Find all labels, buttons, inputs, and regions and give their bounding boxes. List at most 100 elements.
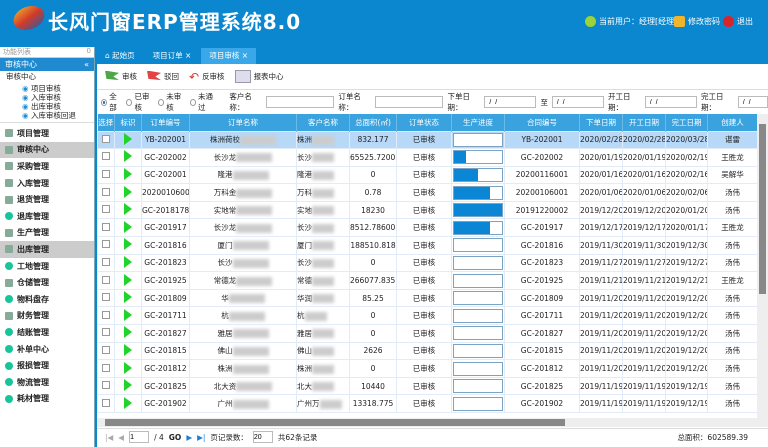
sidebar-item[interactable]: 退库管理 xyxy=(0,208,94,225)
sidebar-item[interactable]: 采购管理 xyxy=(0,158,94,175)
row-select[interactable] xyxy=(97,288,115,308)
sidebar-item[interactable]: 入库管理 xyxy=(0,175,94,192)
table-row[interactable]: GC-2018178 实地常 实地 18230 已审核 20191220002 20… xyxy=(97,200,757,220)
checkbox[interactable] xyxy=(102,257,110,266)
sidebar-item[interactable]: 耗材管理 xyxy=(0,391,94,408)
sidebar-item[interactable]: 生产管理 xyxy=(0,225,94,242)
sidebar-item[interactable]: 出库管理 xyxy=(0,241,94,258)
table-row[interactable]: 20200106001 万科金 万科 0.78 已审核 20200106001 20… xyxy=(97,183,757,202)
customer-name-input[interactable] xyxy=(266,96,335,108)
checkbox[interactable] xyxy=(102,363,110,372)
go-button[interactable]: GO xyxy=(168,432,182,442)
checkbox[interactable] xyxy=(102,134,110,143)
checkbox[interactable] xyxy=(102,205,110,214)
checkbox[interactable] xyxy=(102,152,110,161)
sidebar-section-title[interactable]: 审核中心 « xyxy=(0,58,94,71)
sidebar-item[interactable]: 工地管理 xyxy=(0,258,94,275)
tab-project-orders[interactable]: 项目订单 × xyxy=(152,51,192,60)
table-row[interactable]: GC-201812 株洲 株洲 0 已审核 GC-201812 2019/11/20… xyxy=(97,359,757,378)
sidebar-item[interactable]: 仓储管理 xyxy=(0,274,94,291)
vertical-scrollbar[interactable] xyxy=(757,114,768,418)
reject-button[interactable]: 驳回 xyxy=(147,70,179,83)
checkbox[interactable] xyxy=(102,240,110,249)
tab-project-audit[interactable]: 项目审核 × xyxy=(201,48,256,64)
checkbox[interactable] xyxy=(102,222,110,231)
checkbox[interactable] xyxy=(102,398,110,407)
prev-page-icon[interactable]: ◀ xyxy=(118,432,125,442)
checkbox[interactable] xyxy=(102,169,110,178)
tree-item-inbound-rollback[interactable]: 入库审核回退 xyxy=(6,110,94,122)
row-select[interactable] xyxy=(97,324,115,343)
checkbox[interactable] xyxy=(102,345,110,354)
unapprove-button[interactable]: ↶ 反审核 xyxy=(189,70,225,84)
tree-item-inbound-audit[interactable]: 入库审核 xyxy=(6,92,94,104)
table-row[interactable]: GC-201917 长沙龙 长沙 8512.78600...已审核 GC-201… xyxy=(97,218,757,238)
sidebar-item[interactable]: 退货管理 xyxy=(0,191,94,208)
column-header[interactable]: 合同编号 xyxy=(504,114,580,131)
table-row[interactable]: GC-201925 常德龙 常德 266077.835...已审核 GC-201… xyxy=(97,271,757,290)
end-date-input[interactable] xyxy=(738,96,768,108)
tree-root[interactable]: 审核中心 xyxy=(6,72,36,81)
row-select[interactable] xyxy=(97,306,115,326)
row-select[interactable] xyxy=(97,200,115,220)
change-password-button[interactable]: 修改密码 xyxy=(674,16,720,27)
row-select[interactable] xyxy=(97,253,115,273)
approve-button[interactable]: 审核 xyxy=(105,70,137,83)
column-header[interactable]: 生产进度 xyxy=(451,114,505,131)
sidebar-item[interactable]: 补单中心 xyxy=(0,341,94,358)
column-header[interactable]: 订单状态 xyxy=(396,114,452,131)
horizontal-scrollbar[interactable] xyxy=(97,418,768,427)
table-row[interactable]: GC-201816 厦门 厦门 188510.818 已审核 GC-201816 2… xyxy=(97,236,757,255)
order-date-from[interactable] xyxy=(484,96,537,108)
sidebar-item[interactable]: 财务管理 xyxy=(0,308,94,325)
sidebar-item[interactable]: 报损管理 xyxy=(0,357,94,374)
row-select[interactable] xyxy=(97,130,115,150)
sidebar-item[interactable]: 审核中心 xyxy=(0,141,94,159)
table-row[interactable]: GC-201711 杭 杭 0 已审核 GC-201711 2019/11/20 20… xyxy=(97,306,757,326)
last-page-icon[interactable]: ▶| xyxy=(197,432,206,442)
order-date-to[interactable] xyxy=(551,96,604,108)
sidebar-item[interactable]: 物流管理 xyxy=(0,374,94,391)
column-header[interactable]: 订单编号 xyxy=(141,114,190,131)
column-header[interactable]: 创建人 xyxy=(707,114,757,131)
checkbox[interactable] xyxy=(102,293,110,302)
scroll-thumb[interactable] xyxy=(105,419,565,426)
row-select[interactable] xyxy=(97,165,115,185)
sidebar-item[interactable]: 项目管理 xyxy=(0,125,94,142)
sidebar-item[interactable]: 结账管理 xyxy=(0,324,94,341)
report-center-button[interactable]: 报表中心 xyxy=(234,70,284,83)
row-select[interactable] xyxy=(97,394,115,413)
checkbox[interactable] xyxy=(102,381,110,390)
row-select[interactable] xyxy=(97,376,115,396)
checkbox[interactable] xyxy=(102,187,110,196)
table-row[interactable]: GC-201827 雅居 雅居 0 已审核 GC-201827 2019/11/20… xyxy=(97,324,757,343)
row-select[interactable] xyxy=(97,341,115,361)
radio-all[interactable]: 全部 xyxy=(101,91,122,113)
checkbox[interactable] xyxy=(102,328,110,337)
checkbox[interactable] xyxy=(102,275,110,284)
row-select[interactable] xyxy=(97,359,115,378)
sidebar-item[interactable]: 物料盘存 xyxy=(0,291,94,308)
column-header[interactable]: 开工日期 xyxy=(622,114,666,131)
start-date-input[interactable] xyxy=(645,96,698,108)
table-row[interactable]: GC-201809 华 华润 85.25 已审核 GC-201809 2019/11… xyxy=(97,288,757,308)
column-header[interactable]: 订单名称 xyxy=(189,114,297,131)
order-name-input[interactable] xyxy=(375,96,444,108)
row-select[interactable] xyxy=(97,236,115,255)
radio-unapproved[interactable]: 未审核 xyxy=(157,91,186,113)
function-list-search[interactable]: 功能列表 0 xyxy=(0,47,94,58)
radio-rejected[interactable]: 未通过 xyxy=(189,91,218,113)
column-header[interactable]: 总面积(㎡) xyxy=(349,114,397,131)
scroll-thumb[interactable] xyxy=(759,124,766,294)
checkbox[interactable] xyxy=(102,310,110,319)
column-header[interactable]: 客户名称 xyxy=(296,114,350,131)
collapse-icon[interactable]: « xyxy=(84,60,89,69)
row-select[interactable] xyxy=(97,218,115,238)
first-page-icon[interactable]: |◀ xyxy=(105,432,114,442)
table-row[interactable]: GC-201823 长沙 长沙 0 已审核 GC-201823 2019/11/27… xyxy=(97,253,757,273)
radio-approved[interactable]: 已审核 xyxy=(126,91,154,113)
column-header[interactable]: 选择 xyxy=(97,114,115,131)
row-select[interactable] xyxy=(97,271,115,290)
table-row[interactable]: GC-202001 隆港 隆港 0 已审核 20200116001 2020/01/… xyxy=(97,165,757,185)
page-size-input[interactable] xyxy=(252,431,273,443)
